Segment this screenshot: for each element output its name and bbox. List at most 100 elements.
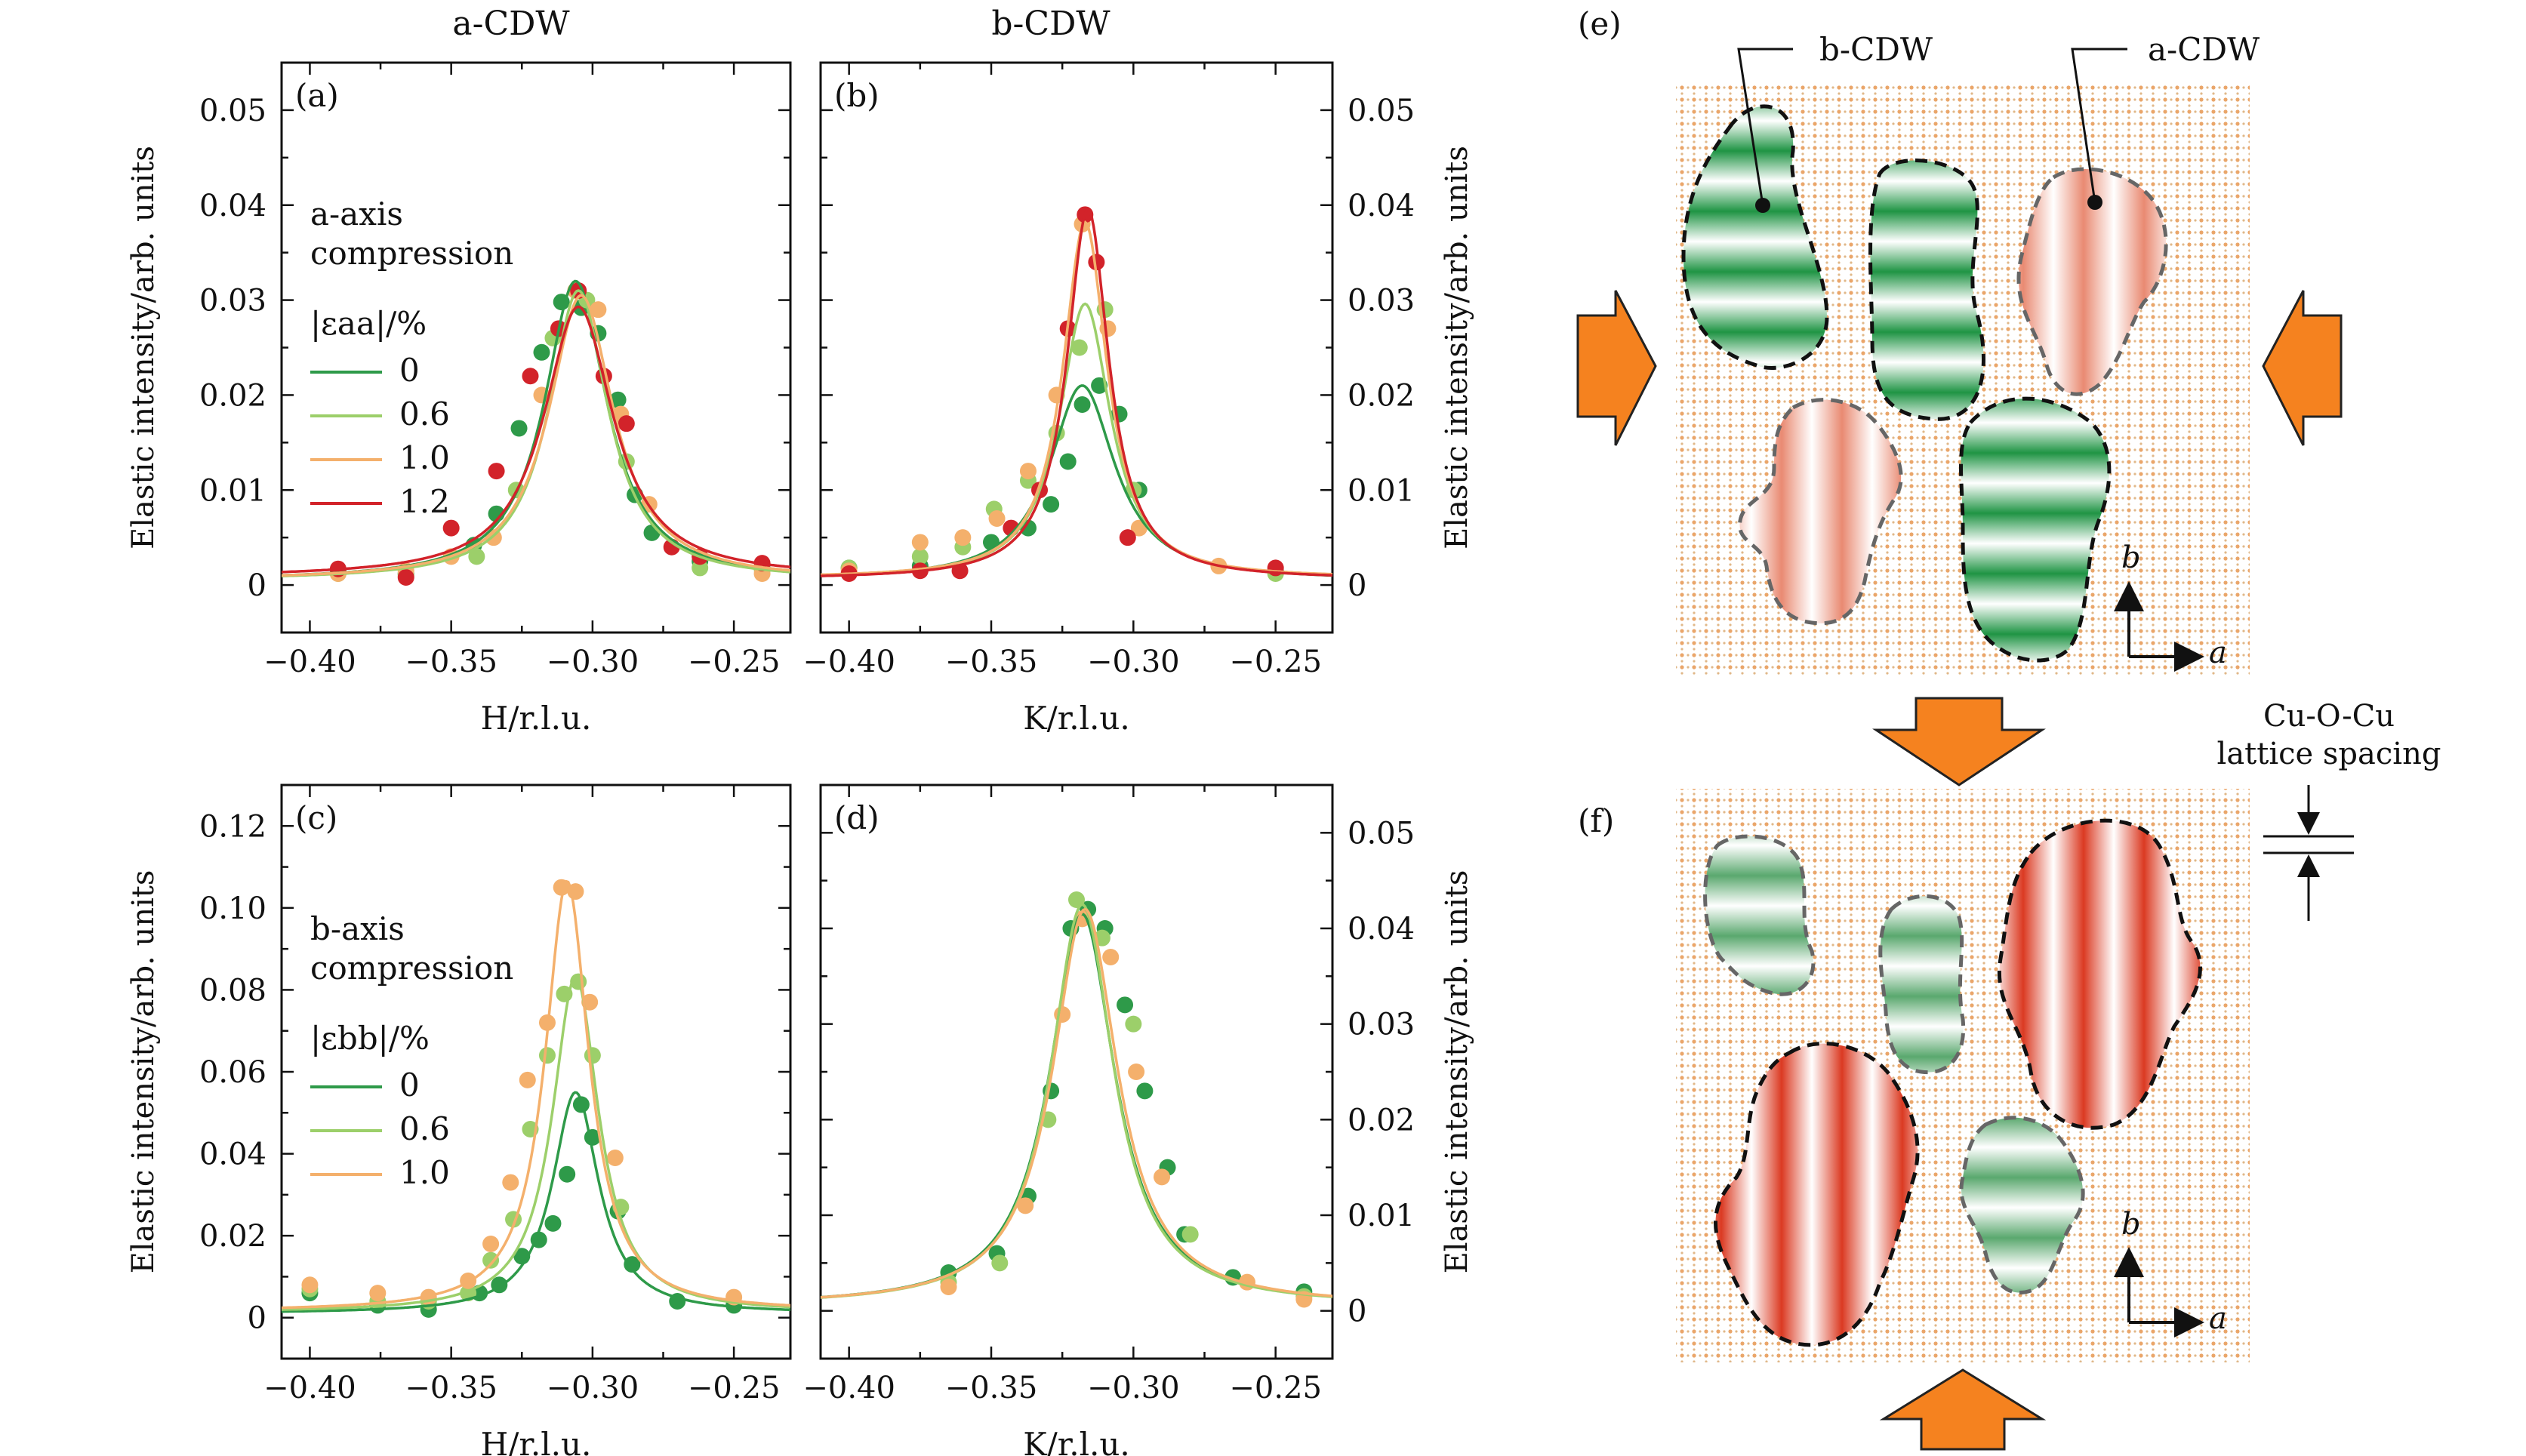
- data-point-1.0: [482, 1236, 500, 1252]
- fit-line-1.0: [282, 294, 790, 577]
- y-tick-label: 0.10: [199, 891, 266, 926]
- b-cdw-label: b-CDW: [1819, 31, 1933, 68]
- legend-label: 1.0: [399, 1154, 450, 1191]
- data-point-0.6: [692, 559, 709, 577]
- y-tick-label: 0.04: [199, 1137, 266, 1172]
- x-axis-label: H/r.l.u.: [481, 1426, 592, 1456]
- x-tick-label: −0.30: [1087, 1371, 1180, 1405]
- data-point-1.0: [502, 1174, 519, 1191]
- b-cdw-domain: [1681, 104, 1829, 370]
- b-cdw-domain: [1959, 1116, 2085, 1295]
- x-tick-label: −0.40: [802, 1371, 895, 1405]
- x-tick-label: −0.25: [688, 645, 781, 679]
- x-tick-label: −0.40: [263, 1371, 356, 1405]
- y-tick-label: 0: [248, 568, 266, 603]
- y-tick-label: 0: [1348, 1294, 1366, 1329]
- data-point-1.2: [1088, 254, 1105, 271]
- data-point-1.2: [1119, 529, 1136, 546]
- data-point-1.0: [606, 1150, 624, 1166]
- y-tick-label: 0: [248, 1301, 266, 1336]
- diagram-f: (f) b a: [1578, 789, 2250, 1362]
- lattice-spacing-line1: Cu-O-Cu: [2263, 699, 2395, 734]
- y-axis-label: Elastic intensity/arb. units: [126, 146, 161, 549]
- data-point-1.0: [1017, 1197, 1034, 1214]
- b-cdw-domain: [1878, 894, 1966, 1075]
- fit-line-0.6: [821, 903, 1332, 1299]
- x-tick-label: −0.35: [945, 1371, 1038, 1405]
- x-axis-label: K/r.l.u.: [1023, 700, 1130, 737]
- panel-label-e: (e): [1578, 5, 1622, 42]
- fit-line-0: [821, 913, 1332, 1299]
- y-tick-label: 0.04: [1348, 189, 1415, 223]
- y-axis-label: Elastic intensity/arb. units: [1440, 870, 1474, 1274]
- lattice-spacing-line2: lattice spacing: [2217, 737, 2441, 771]
- data-point-1.0: [1154, 1168, 1170, 1186]
- a-cdw-callout-dot: [2087, 195, 2102, 210]
- data-point-0.6: [538, 1047, 556, 1064]
- plot-frame: [280, 783, 792, 1360]
- plot-area: [282, 879, 790, 1318]
- annotation-line: a-axis: [310, 195, 403, 232]
- y-axis-label: Elastic intensity/arb. units: [126, 870, 161, 1274]
- b-cdw-domain: [1703, 834, 1816, 996]
- fit-line-0: [282, 1091, 790, 1313]
- legend-label: 0: [399, 352, 420, 389]
- data-point-0: [510, 420, 528, 437]
- data-point-1.2: [488, 463, 505, 480]
- legend-label: 0: [399, 1067, 420, 1104]
- x-tick-label: −0.40: [802, 645, 895, 679]
- annotation-line: b-axis: [310, 910, 405, 947]
- column-title-b: b-CDW: [991, 5, 1111, 43]
- x-tick-label: −0.40: [263, 645, 356, 679]
- b-cdw-callout-dot: [1755, 198, 1770, 213]
- axis-b-label-f: b: [2121, 1207, 2141, 1242]
- plot-area: [282, 279, 790, 586]
- axis-a-label: a: [2209, 636, 2227, 670]
- data-point-1.0: [301, 1276, 319, 1294]
- data-point-1.0: [911, 534, 929, 551]
- data-point-0: [1059, 453, 1077, 470]
- compression-arrow-left: [1576, 290, 1657, 446]
- panel-label-d: (d): [834, 799, 879, 836]
- legend-label: 0.6: [399, 396, 450, 432]
- y-tick-label: 0.02: [1348, 378, 1415, 413]
- x-tick-label: −0.25: [1229, 1371, 1322, 1405]
- fit-line-1.0: [821, 907, 1332, 1299]
- data-point-0: [559, 1165, 576, 1183]
- legend-title: |εaa|/%: [310, 305, 427, 342]
- plot-area: [821, 891, 1332, 1308]
- data-point-1.2: [397, 569, 414, 586]
- x-tick-label: −0.35: [405, 1371, 497, 1405]
- data-point-0: [1117, 996, 1134, 1014]
- data-point-0: [1136, 1082, 1154, 1100]
- y-tick-label: 0.08: [199, 973, 266, 1008]
- chart-panel-c: −0.40 −0.35 −0.30 −0.25 H/r.l.u. 0 0.02 0.04 0.0…: [126, 783, 792, 1456]
- x-tick-label: −0.30: [1087, 645, 1180, 679]
- b-cdw-domain: [1959, 396, 2112, 663]
- data-point-1.0: [940, 1279, 957, 1295]
- data-point-1.0: [1102, 949, 1120, 965]
- data-point-1.0: [590, 301, 607, 319]
- data-point-0.6: [468, 548, 485, 565]
- data-point-0: [1043, 496, 1060, 513]
- fit-line-1.2: [282, 305, 790, 574]
- y-tick-label: 0.04: [1348, 912, 1415, 947]
- data-point-1.0: [1019, 463, 1037, 480]
- x-tick-label: −0.30: [547, 645, 639, 679]
- data-point-1.2: [442, 519, 460, 537]
- y-tick-label: 0.03: [1348, 284, 1415, 319]
- charts-group: −0.40 −0.35 −0.30 −0.25 H/r.l.u. 0 0.01 0.02 0.0…: [126, 61, 1474, 1456]
- axis-b-label: b: [2121, 540, 2141, 575]
- chart-panel-b: −0.40 −0.35 −0.30 −0.25 K/r.l.u. 0 0.01 0.02 0.0…: [802, 61, 1474, 737]
- legend-title: |εbb|/%: [310, 1020, 430, 1057]
- a-cdw-domain: [1738, 398, 1903, 626]
- data-point-0.6: [911, 548, 929, 565]
- x-tick-label: −0.35: [405, 645, 497, 679]
- transition-arrow-down: [1872, 697, 2046, 786]
- column-title-a: a-CDW: [452, 5, 570, 43]
- a-cdw-domain: [2016, 167, 2168, 396]
- y-tick-label: 0.02: [199, 378, 266, 413]
- a-cdw-domain: [1998, 818, 2202, 1130]
- data-point-1.0: [954, 529, 972, 546]
